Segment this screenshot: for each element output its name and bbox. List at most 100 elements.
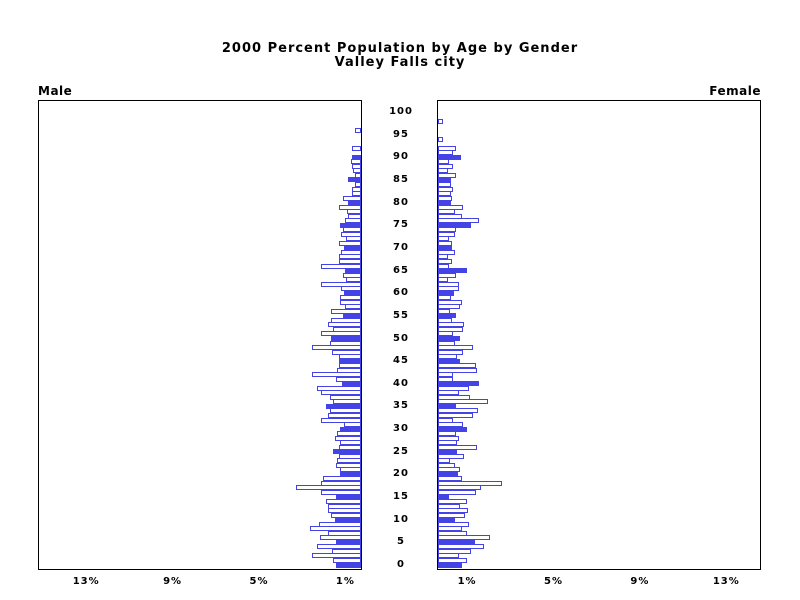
male-bar-age-96 bbox=[355, 127, 361, 133]
age-tick-label-35: 35 bbox=[393, 400, 409, 412]
female-x-tick-label-13: 13% bbox=[712, 576, 740, 587]
age-tick-label-70: 70 bbox=[393, 241, 409, 253]
male-bar-age-20 bbox=[340, 471, 361, 477]
male-bar-age-26 bbox=[339, 444, 361, 450]
female-bar-age-17 bbox=[438, 485, 481, 491]
male-bar-age-66 bbox=[321, 263, 361, 269]
male-bar-age-92 bbox=[352, 145, 361, 151]
male-bar-age-44 bbox=[339, 363, 361, 369]
male-bar-age-55 bbox=[343, 313, 361, 319]
male-bar-age-70 bbox=[344, 245, 361, 251]
female-bar-age-30 bbox=[438, 426, 467, 432]
male-bar-age-16 bbox=[321, 490, 361, 496]
female-bar-age-26 bbox=[438, 444, 477, 450]
age-tick-label-20: 20 bbox=[393, 468, 409, 480]
female-bar-age-15 bbox=[438, 494, 449, 500]
male-bar-age-56 bbox=[331, 308, 361, 314]
male-x-tick-label-1: 1% bbox=[335, 576, 355, 587]
female-bar-age-14 bbox=[438, 499, 467, 505]
male-bar-age-0 bbox=[336, 562, 361, 568]
male-bar-age-23 bbox=[337, 458, 361, 464]
female-bar-age-23 bbox=[438, 458, 450, 464]
male-bar-age-48 bbox=[312, 345, 361, 351]
age-tick-label-55: 55 bbox=[393, 309, 409, 321]
male-bar-age-57 bbox=[345, 304, 361, 310]
female-bar-age-35 bbox=[438, 403, 456, 409]
female-bar-age-0 bbox=[438, 562, 462, 568]
female-bar-age-62 bbox=[438, 281, 459, 287]
male-bar-age-29 bbox=[337, 431, 361, 437]
male-bar-age-76 bbox=[345, 218, 361, 224]
female-bar-age-81 bbox=[438, 195, 452, 201]
age-tick-label-85: 85 bbox=[393, 173, 409, 185]
male-bar-age-47 bbox=[332, 349, 361, 355]
age-tick-label-100: 100 bbox=[389, 106, 413, 117]
female-x-tick-label-5: 5% bbox=[544, 576, 563, 587]
female-bar-age-55 bbox=[438, 313, 456, 319]
female-bar-age-90 bbox=[438, 154, 461, 160]
female-bar-age-69 bbox=[438, 249, 455, 255]
female-bar-age-46 bbox=[438, 354, 457, 360]
age-tick-label-15: 15 bbox=[393, 491, 409, 503]
male-bar-age-79 bbox=[339, 204, 361, 210]
male-bar-age-87 bbox=[353, 168, 361, 174]
male-bar-age-58 bbox=[340, 299, 361, 305]
male-bar-age-12 bbox=[328, 508, 361, 514]
age-tick-label-75: 75 bbox=[393, 219, 409, 231]
age-tick-label-10: 10 bbox=[393, 513, 409, 525]
male-bar-age-86 bbox=[355, 172, 361, 178]
chart-subtitle: Valley Falls city bbox=[334, 55, 466, 70]
male-bar-age-15 bbox=[336, 494, 361, 500]
age-tick-label-80: 80 bbox=[393, 196, 409, 208]
female-bar-age-88 bbox=[438, 163, 453, 169]
female-bar-age-86 bbox=[438, 172, 456, 178]
male-bar-age-62 bbox=[321, 281, 361, 287]
female-bar-age-28 bbox=[438, 435, 459, 441]
female-bar-age-3 bbox=[438, 548, 471, 554]
chart-title: 2000 Percent Population by Age by Gender bbox=[221, 41, 579, 56]
male-bar-age-82 bbox=[352, 191, 361, 197]
female-bar-age-61 bbox=[438, 286, 459, 292]
female-bar-age-41 bbox=[438, 376, 453, 382]
male-bar-age-54 bbox=[331, 317, 361, 323]
female-bar-age-29 bbox=[438, 431, 456, 437]
male-bar-age-69 bbox=[341, 249, 361, 255]
male-bar-age-75 bbox=[340, 222, 361, 228]
male-bar-age-17 bbox=[296, 485, 361, 491]
female-bar-age-37 bbox=[438, 394, 470, 400]
female-bar-age-13 bbox=[438, 503, 460, 509]
female-bar-age-8 bbox=[438, 526, 462, 532]
male-bar-age-60 bbox=[344, 290, 361, 296]
female-bar-age-45 bbox=[438, 358, 460, 364]
female-bar-age-60 bbox=[438, 290, 454, 296]
age-tick-label-45: 45 bbox=[393, 355, 409, 367]
male-bar-age-24 bbox=[339, 453, 361, 459]
male-bar-age-40 bbox=[342, 381, 361, 387]
male-x-tick-label-9: 9% bbox=[163, 576, 183, 587]
male-bar-age-9 bbox=[319, 521, 361, 527]
female-bar-age-19 bbox=[438, 476, 462, 482]
male-x-tick-label-13: 13% bbox=[72, 576, 100, 587]
male-bar-age-51 bbox=[321, 331, 361, 337]
male-bar-age-41 bbox=[336, 376, 361, 382]
male-axis-panel bbox=[38, 100, 362, 570]
male-bar-age-45 bbox=[339, 358, 361, 364]
female-bar-age-12 bbox=[438, 508, 468, 514]
age-tick-label-40: 40 bbox=[393, 377, 409, 389]
male-bar-age-77 bbox=[348, 213, 361, 219]
male-bar-age-52 bbox=[333, 326, 361, 332]
male-bar-age-6 bbox=[320, 535, 361, 541]
male-bar-age-36 bbox=[333, 399, 361, 405]
male-bar-age-34 bbox=[330, 408, 361, 414]
female-bar-age-5 bbox=[438, 539, 475, 545]
female-bar-age-67 bbox=[438, 258, 452, 264]
male-bar-age-83 bbox=[352, 186, 361, 192]
female-bar-age-39 bbox=[438, 385, 469, 391]
female-bar-age-70 bbox=[438, 245, 452, 251]
male-bar-age-28 bbox=[335, 435, 361, 441]
female-bar-age-52 bbox=[438, 326, 463, 332]
male-bar-age-13 bbox=[328, 503, 361, 509]
female-bar-age-42 bbox=[438, 372, 453, 378]
female-bar-age-9 bbox=[438, 521, 469, 527]
